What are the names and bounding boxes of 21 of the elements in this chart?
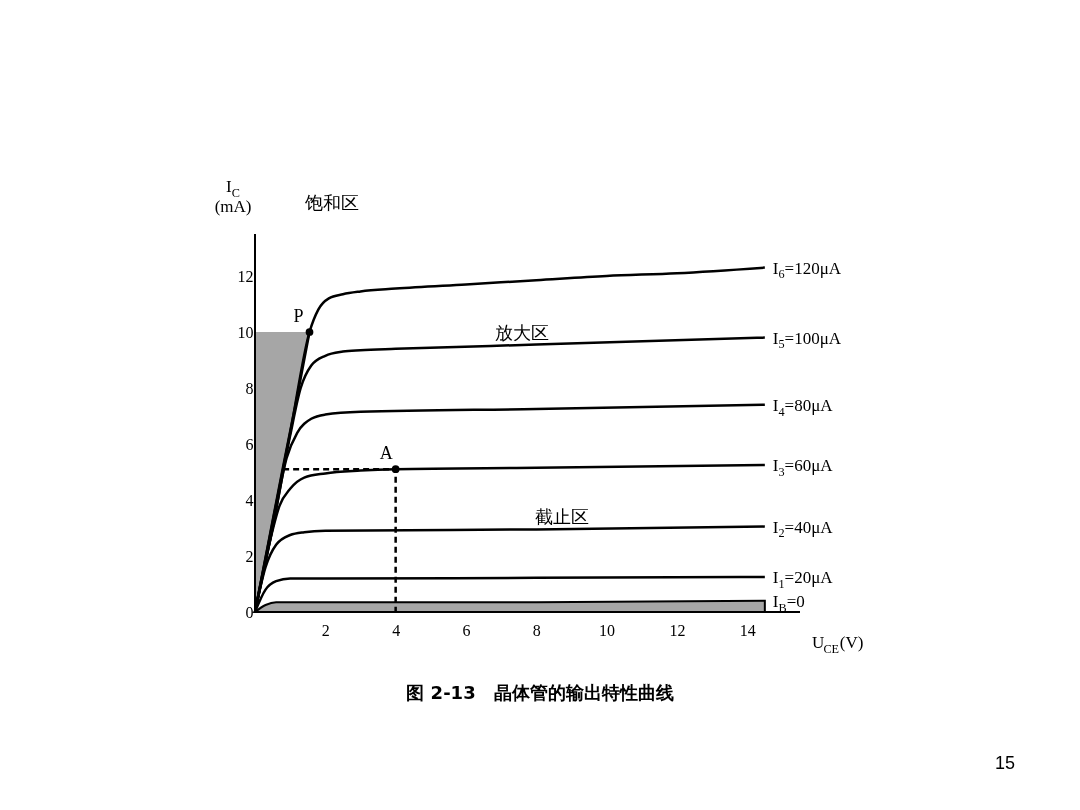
x-tick-label: 10 [599,621,616,639]
y-tick-label: 12 [237,267,254,285]
x-tick-label: 2 [321,621,330,639]
y-tick-label: 6 [245,435,254,453]
caption: 图 2-13 晶体管的输出特性曲线 [406,682,674,703]
annotation: 放大区 [495,322,549,343]
text: 饱和区 [304,192,359,213]
x-tick-label: 14 [739,621,756,639]
text: 15 [994,753,1016,773]
x-tick-label: 8 [532,621,541,639]
y-tick-label: 2 [245,547,254,565]
x-tick-label: 12 [669,621,686,639]
y-tick-label: 10 [237,323,254,341]
x-tick-label: 4 [392,621,401,639]
annotation: P [293,306,304,326]
annotation: A [379,443,393,464]
y-tick-label: 8 [245,379,254,397]
x-tick-label: 6 [462,621,471,639]
y-tick-label: 4 [245,491,254,509]
annotation: 截止区 [535,506,589,527]
y-tick-label: 0 [245,603,254,621]
